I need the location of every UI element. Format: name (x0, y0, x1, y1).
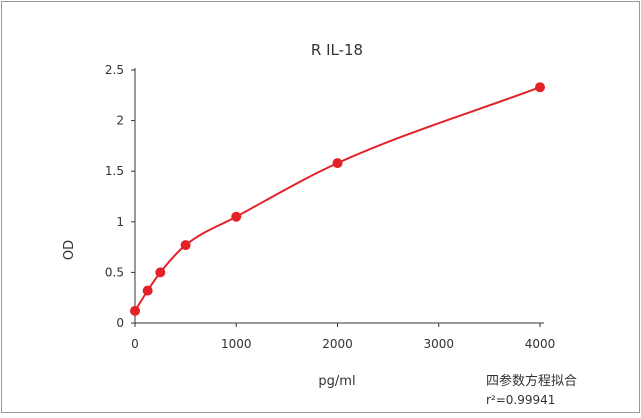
data-points (130, 82, 545, 316)
y-tick-label: 0.5 (105, 265, 124, 279)
x-tick-label: 3000 (423, 337, 454, 351)
fit-method-label: 四参数方程拟合 (486, 373, 577, 389)
x-tick-label: 1000 (221, 337, 252, 351)
x-tick-label: 2000 (322, 337, 353, 351)
x-tick-label: 0 (131, 337, 139, 351)
data-point (231, 211, 242, 222)
data-point (332, 158, 343, 169)
r-squared-label: r²=0.99941 (486, 393, 555, 407)
axes (134, 68, 544, 324)
x-tick-label: 4000 (525, 337, 556, 351)
y-tick-label: 0 (116, 316, 124, 330)
x-axis-label: pg/ml (318, 374, 355, 389)
y-axis-label: OD (62, 240, 77, 260)
y-tick-label: 2 (116, 114, 124, 128)
x-ticks: 0 1000 2000 3000 4000 (131, 323, 555, 351)
y-ticks: 0 0.5 1 1.5 2 2.5 (105, 63, 135, 330)
data-point (142, 285, 153, 296)
y-tick-label: 1.5 (105, 164, 124, 178)
y-tick-label: 1 (116, 215, 124, 229)
data-point (180, 240, 191, 251)
y-tick-label: 2.5 (105, 63, 124, 77)
data-point (130, 305, 140, 316)
chart-title: R IL-18 (311, 41, 363, 59)
data-point (155, 267, 166, 278)
data-point (535, 82, 545, 93)
